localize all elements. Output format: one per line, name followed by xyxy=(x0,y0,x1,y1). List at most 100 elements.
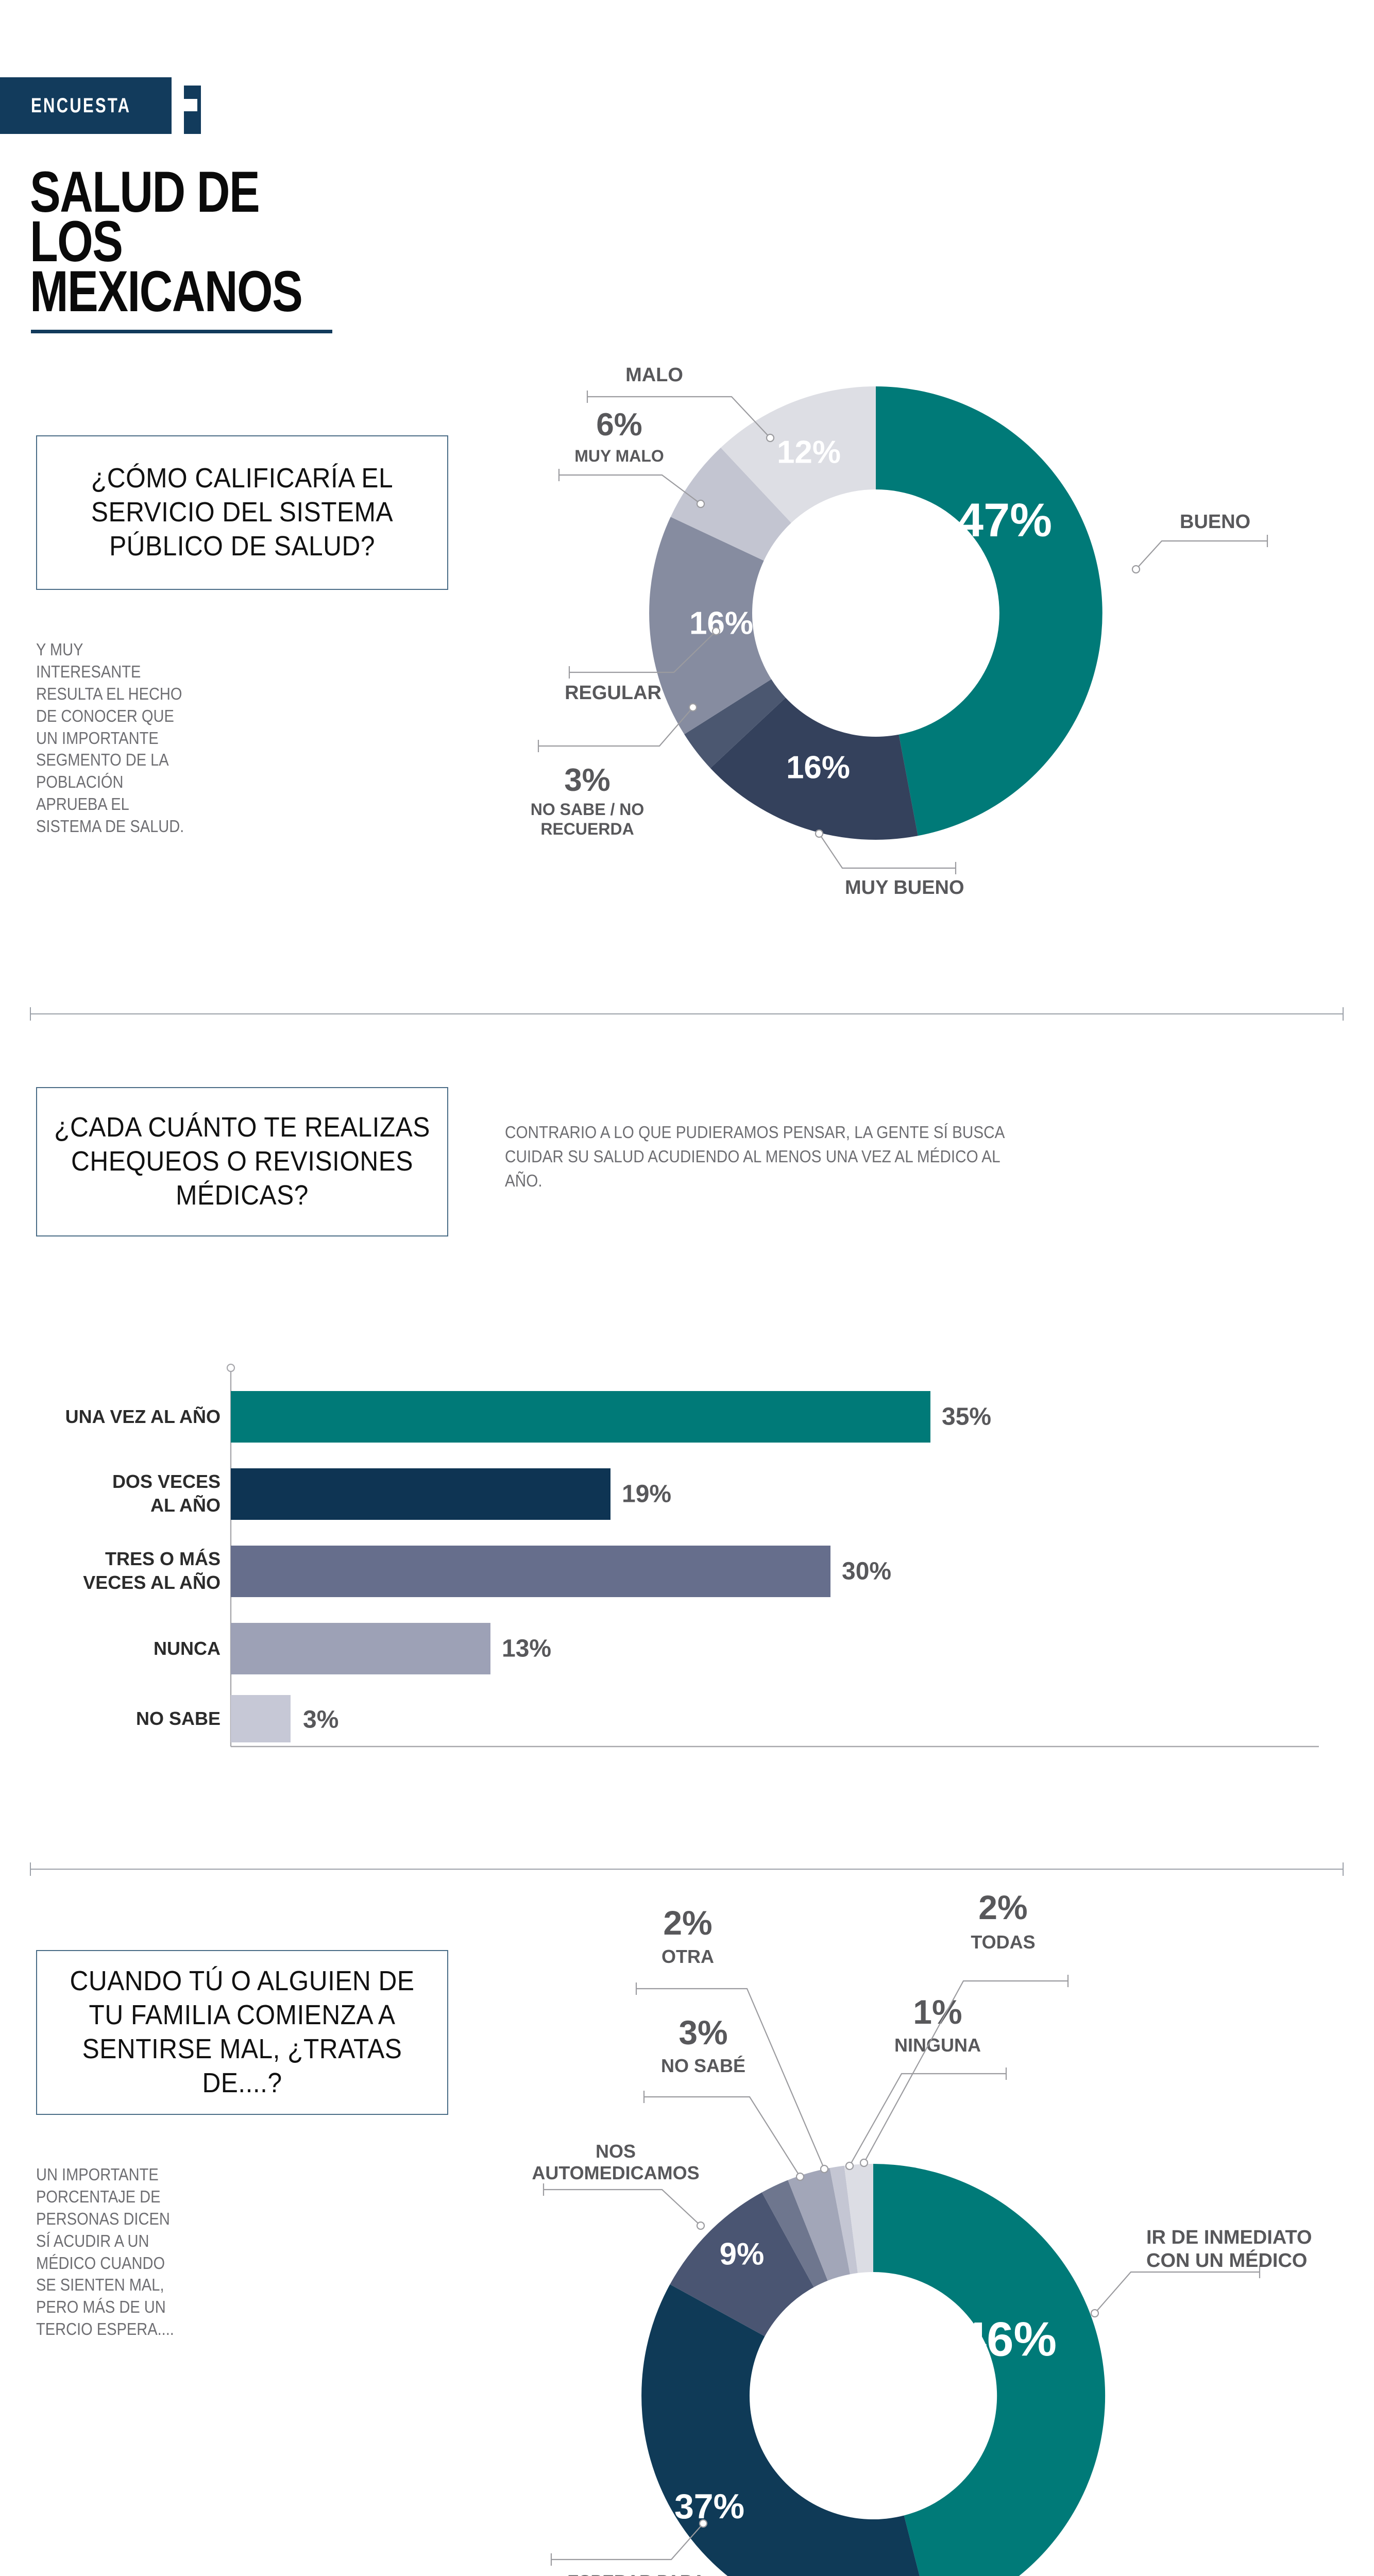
donut3-value-automedicamos: 9% xyxy=(720,2237,765,2272)
question-text-section1: ¿CÓMO CALIFICARÍA EL SERVICIO DEL SISTEM… xyxy=(91,463,394,562)
bar-label-una-vez-al-ano: UNA VEZ AL AÑO xyxy=(65,1405,220,1427)
donut1-pct-no-sabe: 3% xyxy=(564,762,610,798)
donut-slice-nos-automedicamos[interactable] xyxy=(670,2192,814,2336)
divider-bar xyxy=(30,1013,1344,1014)
paragraph-section1: Y MUY INTERESANTE RESULTA EL HECHO DE CO… xyxy=(36,640,184,836)
bar-value-dos-veces-al-ano: 19% xyxy=(622,1481,671,1508)
leader-line-malo xyxy=(587,396,771,438)
leader-line-todas xyxy=(863,1980,1068,2163)
bar-no-sabe[interactable] xyxy=(231,1695,291,1742)
donut1-value-bueno: 47% xyxy=(957,494,1052,547)
donut3-value-ir-inmediato: 46% xyxy=(960,2312,1057,2366)
bar-value-tres-o-mas-veces: 30% xyxy=(842,1558,891,1585)
leader-dot-otra xyxy=(820,2164,829,2174)
donut-chart-sentirse-mal: 46% 37% 9% IR DE INMEDIATO CON UN MÉDICO… xyxy=(495,1875,1370,2576)
donut1-value-malo: 12% xyxy=(777,435,841,470)
question-text-section3: CUANDO TÚ O ALGUIEN DE TU FAMILIA COMIEN… xyxy=(70,1965,415,2098)
bar-dos-veces-al-ano[interactable] xyxy=(231,1468,610,1520)
bar-value-nunca: 13% xyxy=(502,1635,551,1663)
question-box-section1: ¿CÓMO CALIFICARÍA EL SERVICIO DEL SISTEM… xyxy=(36,435,448,590)
donut-slice-muy-bueno[interactable] xyxy=(710,698,918,840)
page-title: SALUD DE LOS MEXICANOS xyxy=(30,160,343,324)
leader-dot-no-sabe xyxy=(688,703,698,712)
donut-slice-regular[interactable] xyxy=(649,517,772,735)
bar-label-dos-veces-1: DOS VECES xyxy=(112,1471,220,1492)
encuesta-badge-label: ENCUESTA xyxy=(31,94,131,117)
leader-line-muy-bueno xyxy=(819,833,956,869)
donut3-label-no-sabe: NO SABÉ xyxy=(661,2055,745,2076)
leader-line-automedicamos xyxy=(544,2189,701,2226)
donut-slice-otra[interactable] xyxy=(761,2180,828,2287)
leader-line-no-sabe xyxy=(538,707,693,747)
donut-slice-esperar[interactable] xyxy=(641,2284,931,2576)
donut1-label-no-sabe: NO SABE / NO xyxy=(531,800,644,819)
donut3-label-todas: TODAS xyxy=(971,1931,1035,1953)
donut-slice-ir-de-inmediato[interactable] xyxy=(873,2164,1106,2576)
leader-dot-esperar xyxy=(699,2519,708,2528)
donut1-label-regular: REGULAR xyxy=(565,682,661,704)
leader-dot-muy-bueno xyxy=(815,829,824,838)
leader-line-otra xyxy=(636,1988,825,2170)
axis-origin-marker xyxy=(226,1363,235,1372)
leader-dot-no-sabe-3 xyxy=(795,2172,805,2181)
bar-una-vez-al-ano[interactable] xyxy=(231,1391,930,1443)
donut3-label-esperar-1: ESPERAR PARA xyxy=(567,2572,705,2576)
donut-slice-no-sabe[interactable] xyxy=(684,679,786,768)
divider-cap-right xyxy=(1343,1007,1344,1021)
paragraph-section2: CONTRARIO A LO QUE PUDIERAMOS PENSAR, LA… xyxy=(505,1123,1004,1190)
paragraph-section3: UN IMPORTANTE PORCENTAJE DE PERSONAS DIC… xyxy=(36,2165,174,2339)
bar-value-no-sabe: 3% xyxy=(303,1706,338,1734)
question-box-section2: ¿CADA CUÁNTO TE REALIZAS CHEQUEOS O REVI… xyxy=(36,1087,448,1236)
leader-dot-todas xyxy=(859,2158,869,2167)
bar-chart-chequeos: UNA VEZ AL AÑO 35% DOS VECES AL AÑO 19% … xyxy=(65,1340,1324,1783)
leader-line-regular xyxy=(569,631,717,673)
donut-slice-ninguna[interactable] xyxy=(829,2165,858,2275)
title-underline xyxy=(31,330,332,333)
donut-slice-todas[interactable] xyxy=(844,2164,873,2273)
donut3-pct-ninguna: 1% xyxy=(913,1993,962,2031)
bar-value-una-vez-al-ano: 35% xyxy=(942,1403,991,1431)
donut-slice-bueno[interactable] xyxy=(876,386,1102,836)
donut1-label-muy-malo: MUY MALO xyxy=(574,447,664,465)
donut1-label-bueno: BUENO xyxy=(1180,511,1250,533)
bar-label-tres-o-mas-2: VECES AL AÑO xyxy=(83,1571,220,1593)
leader-line-bueno xyxy=(1135,540,1267,570)
leader-dot-bueno xyxy=(1131,565,1141,574)
divider-bar xyxy=(30,1869,1344,1870)
donut1-value-muy-bueno: 16% xyxy=(786,750,850,786)
leader-dot-regular xyxy=(711,626,721,636)
donut-slice-no-sabe-3[interactable] xyxy=(788,2168,850,2281)
bar-label-dos-veces-2: AL AÑO xyxy=(150,1494,220,1516)
forbes-f-mark-icon xyxy=(172,72,201,142)
donut-slice-malo[interactable] xyxy=(721,386,876,523)
donut3-label-automedicamos-2: AUTOMEDICAMOS xyxy=(532,2162,699,2183)
donut-chart-servicio-salud: 47% 16% 16% 12% BUENO MUY BUENO 3% NO SA… xyxy=(515,222,1350,943)
leader-line-ninguna xyxy=(849,2073,1006,2166)
donut3-label-otra: OTRA xyxy=(661,1946,714,1967)
question-text-section2: ¿CADA CUÁNTO TE REALIZAS CHEQUEOS O REVI… xyxy=(54,1112,430,1211)
leader-dot-ninguna xyxy=(845,2161,854,2171)
leader-line-no-sabe-3 xyxy=(644,2096,801,2177)
leader-line-ir-inmediato xyxy=(1094,2271,1260,2314)
bar-nunca[interactable] xyxy=(231,1623,490,1674)
bar-label-tres-o-mas-1: TRES O MÁS xyxy=(105,1548,220,1569)
donut3-pct-todas: 2% xyxy=(978,1888,1027,1926)
donut3-value-esperar: 37% xyxy=(674,2487,744,2526)
donut1-label-no-sabe-2: RECUERDA xyxy=(540,820,634,838)
page-title-line2: MEXICANOS xyxy=(30,259,303,324)
bar-tres-o-mas-veces-al-ano[interactable] xyxy=(231,1546,830,1597)
donut3-label-ir-inmediato-2: CON UN MÉDICO xyxy=(1146,2249,1307,2272)
page-title-line1: SALUD DE LOS xyxy=(30,160,260,274)
divider-cap-right xyxy=(1343,1862,1344,1876)
encuesta-badge: ENCUESTA xyxy=(0,77,201,134)
section-divider-1 xyxy=(30,1007,1344,1021)
donut3-label-ir-inmediato-1: IR DE INMEDIATO xyxy=(1146,2227,1312,2248)
donut3-label-automedicamos-1: NOS xyxy=(596,2141,636,2162)
question-box-section3: CUANDO TÚ O ALGUIEN DE TU FAMILIA COMIEN… xyxy=(36,1950,448,2115)
leader-dot-ir-inmediato xyxy=(1090,2309,1099,2318)
donut3-pct-otra: 2% xyxy=(663,1904,712,1942)
bar-label-nunca: NUNCA xyxy=(154,1638,220,1659)
donut-slice-muy-malo[interactable] xyxy=(670,447,791,561)
bar-label-no-sabe: NO SABE xyxy=(136,1708,220,1729)
leader-line-muy-malo xyxy=(559,474,701,504)
